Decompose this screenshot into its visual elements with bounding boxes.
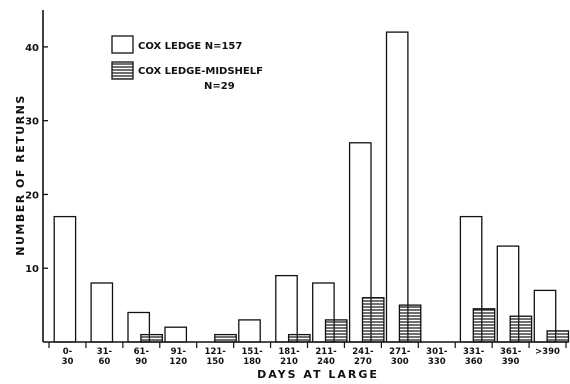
x-tick-label-8-line-1: 241-	[352, 347, 374, 357]
x-tick-label-1-line-1: 31-	[97, 347, 113, 357]
bar-midshelf-2	[140, 333, 163, 343]
x-tick-label-7-line-2: 240	[317, 357, 335, 367]
y-axis-label: NUMBER OF RETURNS	[14, 94, 27, 256]
x-tick-label-4-line-1: 121-	[205, 347, 227, 357]
x-tick-label-10-line-1: 301-	[426, 347, 448, 357]
bars-group	[53, 31, 570, 343]
x-tick-label-10-line-2: 330	[428, 357, 446, 367]
bar-midshelf-8	[361, 297, 385, 343]
bar-cox-ledge-1	[90, 282, 114, 343]
legend-swatch-hatched	[111, 61, 134, 80]
x-tick-label-11-line-2: 360	[465, 357, 483, 367]
x-tick-label-7-line-1: 211-	[315, 347, 337, 357]
x-tick-label-8-line-2: 270	[354, 357, 372, 367]
legend-label-series-1: COX LEDGE N=157	[138, 41, 242, 52]
x-tick-label-5-line-2: 180	[243, 357, 261, 367]
bar-midshelf-7	[324, 319, 348, 343]
bar-cox-ledge-3	[164, 326, 188, 343]
x-tick-label-9-line-1: 271-	[389, 347, 411, 357]
bar-midshelf-13	[546, 330, 570, 343]
x-tick-label-12-line-2: 390	[502, 357, 520, 367]
x-tick-labels: 0-3031-6061-9091-120121-150151-180181-21…	[62, 347, 560, 367]
x-tick-label-12-line-1: 361-	[500, 347, 522, 357]
y-tick-label-20: 20	[25, 190, 39, 201]
legend: COX LEDGE N=157 COX LEDGE-MIDSHELF N=29	[111, 35, 263, 92]
x-tick-label-0-line-2: 30	[62, 357, 74, 367]
bar-cox-ledge-0	[53, 215, 77, 343]
x-tick-label-11-line-1: 331-	[463, 347, 485, 357]
bar-midshelf-4	[214, 333, 237, 343]
bar-midshelf-9	[398, 304, 422, 343]
x-tick-label-9-line-2: 300	[391, 357, 409, 367]
x-tick-label-1-line-2: 60	[98, 357, 110, 367]
bar-cox-ledge-6	[275, 274, 298, 343]
bar-midshelf-12	[509, 315, 533, 343]
legend-label-series-2-count: N=29	[204, 81, 235, 92]
y-tick-label-10: 10	[25, 264, 39, 275]
x-axis-label: DAYS AT LARGE	[257, 368, 379, 381]
bar-midshelf-6	[287, 333, 311, 343]
x-tick-label-6-line-1: 181-	[278, 347, 300, 357]
bar-cox-ledge-5	[238, 319, 261, 343]
y-tick-label-40: 40	[25, 43, 39, 54]
x-tick-label-13-line-1: >390	[535, 347, 560, 357]
x-tick-label-6-line-2: 210	[280, 357, 298, 367]
x-tick-label-0-line-1: 0-	[63, 347, 73, 357]
x-tick-label-2-line-1: 61-	[134, 347, 150, 357]
x-tick-label-2-line-2: 90	[135, 357, 147, 367]
legend-label-series-2: COX LEDGE-MIDSHELF	[138, 66, 263, 77]
y-tick-labels: 10 20 30 40	[25, 43, 39, 275]
x-tick-label-4-line-2: 150	[206, 357, 224, 367]
x-tick-label-3-line-2: 120	[169, 357, 187, 367]
legend-swatch-open	[111, 35, 134, 54]
x-tick-label-5-line-1: 151-	[241, 347, 263, 357]
bar-cox-ledge-9	[385, 31, 409, 343]
bar-midshelf-11	[472, 308, 496, 343]
axes-group	[42, 10, 568, 348]
x-tick-label-3-line-1: 91-	[171, 347, 187, 357]
y-tick-label-30: 30	[25, 117, 39, 128]
